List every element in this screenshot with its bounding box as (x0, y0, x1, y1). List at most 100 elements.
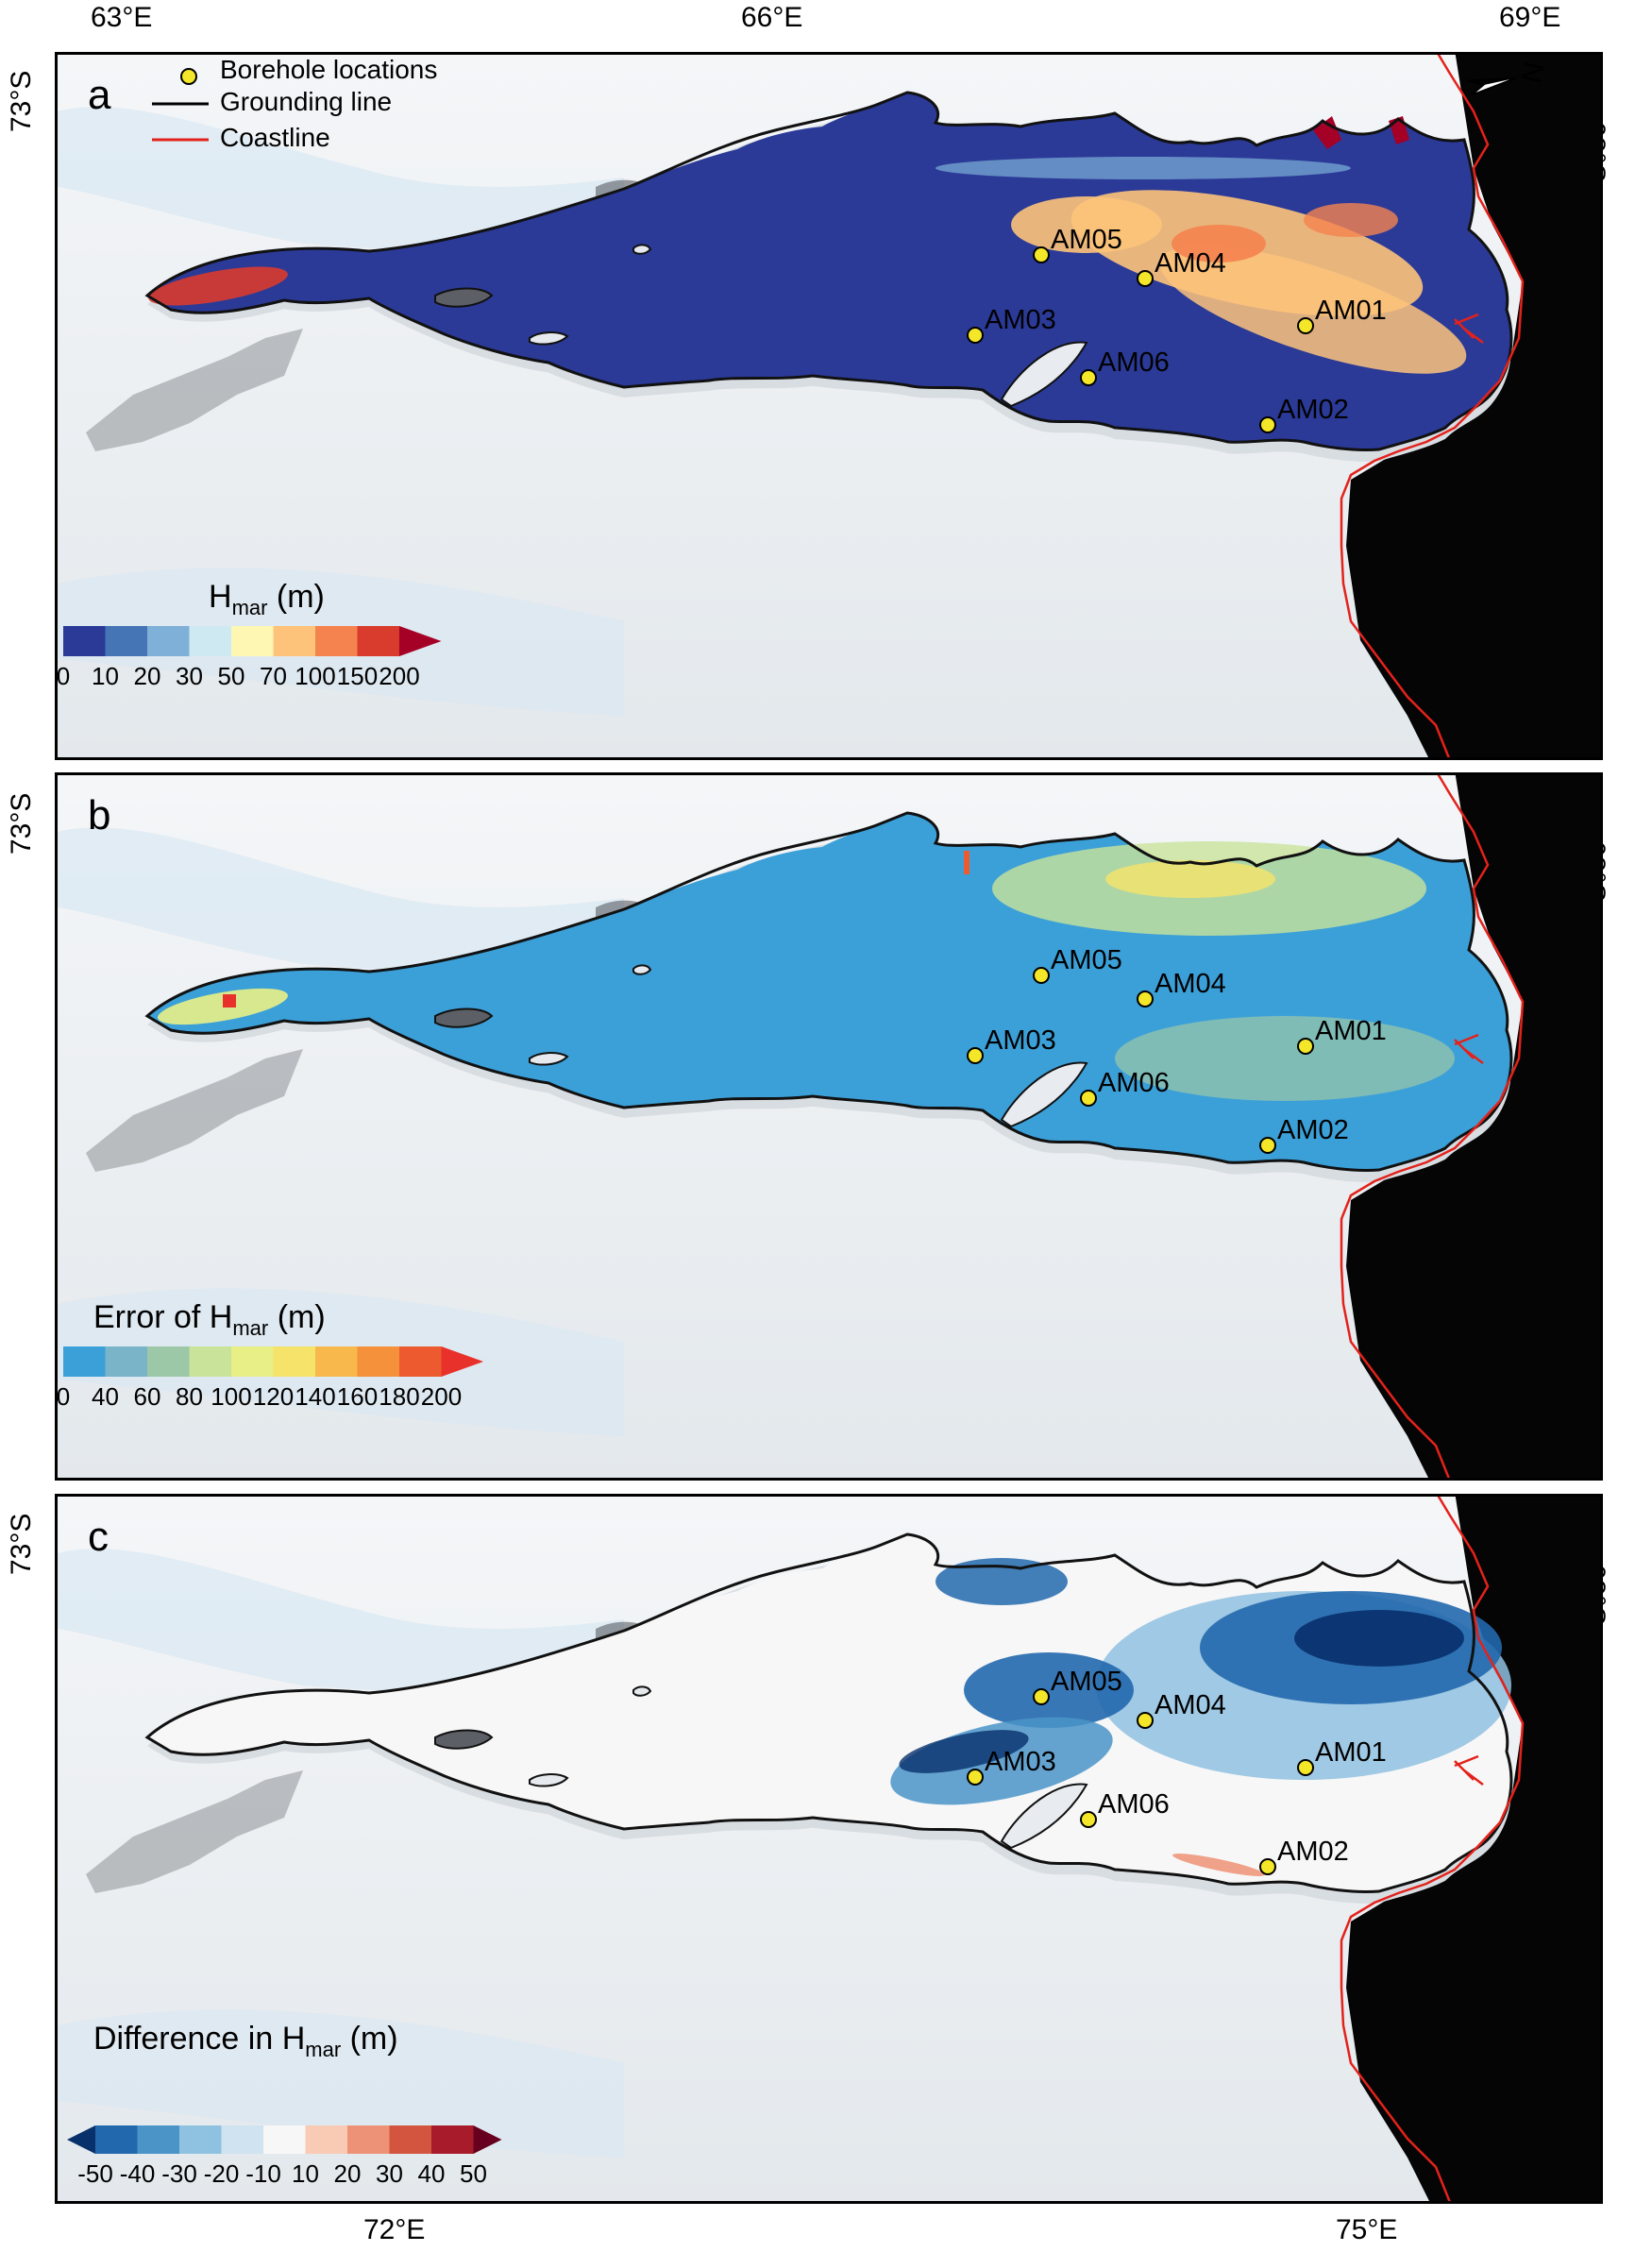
colorbar-swatch (315, 626, 358, 656)
colorbar-swatch (105, 1346, 148, 1377)
borehole-label: AM06 (1098, 1789, 1170, 1820)
legend-coastline-label: Coastline (220, 123, 330, 152)
borehole-label: AM04 (1155, 1690, 1226, 1720)
colorbar-tick: 70 (260, 662, 287, 690)
borehole-marker (1297, 317, 1314, 334)
lon-tick-66: 66°E (741, 2, 803, 33)
colorbar-swatch (105, 626, 148, 656)
colorbar-swatch (63, 626, 106, 656)
colorbar-title: Hmar (m) (209, 579, 325, 619)
borehole-label: AM05 (1051, 1667, 1122, 1697)
legend-grounding-label: Grounding line (220, 87, 393, 116)
borehole-marker (1137, 1712, 1154, 1729)
panel-letter-a: a (88, 72, 111, 118)
colorbar-tick: 100 (211, 1382, 252, 1411)
colorbar-swatch (189, 1346, 232, 1377)
panel-letter-c: c (88, 1514, 109, 1560)
borehole-marker (1080, 1811, 1097, 1828)
colorbar-tick: 40 (92, 1382, 119, 1411)
borehole-marker (1297, 1759, 1314, 1776)
borehole-marker (1137, 270, 1154, 287)
colorbar-swatch (441, 1346, 483, 1377)
map-c (58, 1497, 1600, 2201)
colorbar-swatch (389, 2125, 432, 2154)
borehole-label: AM06 (1098, 1068, 1170, 1098)
borehole-marker (1259, 1858, 1276, 1875)
borehole-label: AM02 (1277, 1837, 1349, 1867)
colorbar-tick: 200 (420, 1382, 463, 1411)
colorbar-tick: -30 (161, 2159, 197, 2188)
map-panel-b: b AM05 AM04 AM01 AM03 AM06 AM02 Error of Hmar (… (55, 772, 1603, 1481)
borehole-label: AM03 (985, 1747, 1056, 1777)
colorbar-tick: 20 (333, 2159, 362, 2188)
colorbar-swatch (263, 2125, 306, 2154)
colorbar-tick: -20 (203, 2159, 240, 2188)
colorbar-swatch (95, 2125, 138, 2154)
colorbar-swatch (273, 1346, 316, 1377)
borehole-label: AM05 (1051, 945, 1122, 975)
colorbar-tick: 10 (92, 662, 119, 690)
borehole-marker (967, 1769, 984, 1786)
colorbar-swatch (357, 1346, 400, 1377)
borehole-marker (1080, 1090, 1097, 1107)
colorbar-title: Difference in Hmar (m) (93, 2021, 398, 2061)
colorbar-swatch (305, 2125, 348, 2154)
lon-tick-69: 69°E (1499, 2, 1561, 33)
colorbar-tick: 20 (133, 662, 161, 690)
colorbar-swatch (431, 2125, 474, 2154)
lon-tick-63: 63°E (91, 2, 153, 33)
colorbar-tick: 10 (292, 2159, 319, 2188)
colorbar-tick: 140 (295, 1382, 336, 1411)
colorbar-tick: 0 (56, 1382, 71, 1411)
colorbar-swatch (189, 626, 232, 656)
colorbar-tick: -40 (119, 2159, 156, 2188)
map-b (58, 775, 1600, 1478)
borehole-marker (1297, 1038, 1314, 1055)
borehole-marker (1259, 416, 1276, 433)
panel-letter-b: b (88, 792, 111, 838)
colorbar-swatch (63, 1346, 106, 1377)
legend-borehole-icon (180, 68, 197, 85)
colorbar-tick: 30 (376, 2159, 403, 2188)
colorbar-swatch (147, 1346, 190, 1377)
colorbar-swatch (179, 2125, 222, 2154)
borehole-marker (1033, 967, 1050, 984)
colorbar-swatch (357, 626, 400, 656)
colorbar-tick: 50 (460, 2159, 487, 2188)
colorbar-swatch (231, 1346, 274, 1377)
colorbar-tick: 150 (336, 662, 379, 690)
colorbar-tick: 160 (336, 1382, 379, 1411)
colorbar-tick: 60 (133, 1382, 161, 1411)
colorbar-tick: 40 (417, 2159, 446, 2188)
borehole-marker (1080, 369, 1097, 386)
colorbar-swatch (221, 2125, 264, 2154)
colorbar (63, 1346, 483, 1377)
lon-tick-72: 72°E (363, 2214, 426, 2245)
map-panel-c: c AM05 AM04 AM01 AM03 AM06 AM02 Difference in H… (55, 1494, 1603, 2204)
colorbar-swatch (399, 1346, 442, 1377)
colorbar (67, 2125, 502, 2154)
borehole-label: AM04 (1155, 248, 1226, 279)
colorbar-swatch (473, 2125, 502, 2154)
colorbar-tick: 0 (56, 662, 71, 690)
colorbar-title: Error of Hmar (m) (93, 1299, 326, 1340)
colorbar-swatch (273, 626, 316, 656)
lon-tick-75: 75°E (1336, 2214, 1398, 2245)
borehole-marker (1137, 991, 1154, 1007)
borehole-marker (1033, 246, 1050, 263)
colorbar-tick: 120 (252, 1382, 295, 1411)
borehole-label: AM03 (985, 305, 1056, 335)
borehole-label: AM02 (1277, 1115, 1349, 1145)
colorbar-tick: 200 (379, 662, 420, 690)
borehole-marker (1259, 1137, 1276, 1154)
borehole-label: AM02 (1277, 395, 1349, 425)
colorbar (63, 626, 442, 656)
colorbar-tick: 180 (379, 1382, 420, 1411)
colorbar-tick: -10 (245, 2159, 281, 2188)
borehole-label: AM01 (1315, 1737, 1387, 1768)
colorbar-swatch (231, 626, 274, 656)
colorbar-swatch (137, 2125, 180, 2154)
lat-label-left-c: 73°S (6, 1513, 37, 1575)
map-panel-a: a AM05 AM04 AM01 AM03 AM06 AM02 Hmar (m) 0 10 20 30… (55, 52, 1603, 760)
colorbar-tick: 50 (217, 662, 245, 690)
